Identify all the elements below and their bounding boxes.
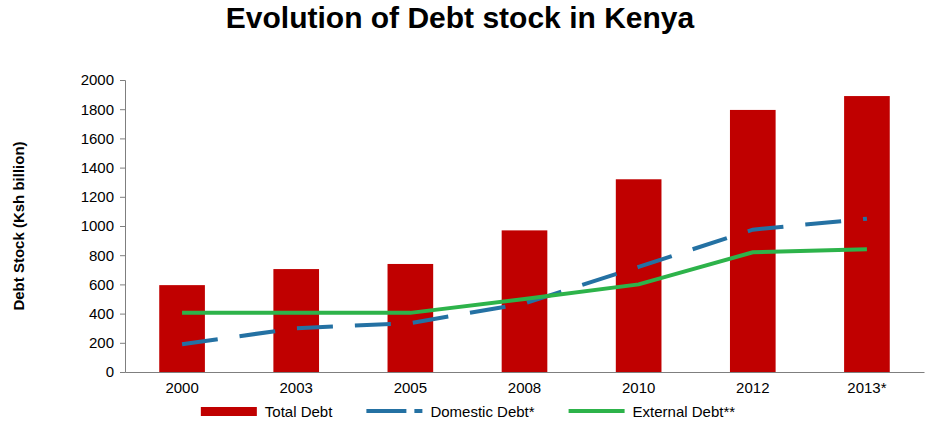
y-tick-mark [120,168,125,169]
legend-item: Domestic Debt* [366,403,534,420]
y-tick: 1000 [81,217,125,234]
y-tick-mark [120,372,125,373]
y-axis-line [120,81,126,373]
x-tick: 2010 [622,372,655,396]
y-tick: 1600 [81,130,125,147]
y-tick: 800 [89,247,125,264]
y-tick-label: 1600 [81,130,114,147]
x-tick-label: 2012 [736,379,769,396]
bar [730,110,776,372]
y-tick-label: 600 [89,276,114,293]
line [182,249,867,313]
bar [273,269,319,372]
legend-swatch [366,409,422,413]
y-tick: 600 [89,276,125,293]
legend-label: Total Debt [265,403,333,420]
legend-item: External Debt** [569,403,736,420]
x-tick-label: 2000 [165,379,198,396]
line [182,219,867,345]
y-tick: 1800 [81,101,125,118]
y-tick-mark [120,197,125,198]
x-tick-label: 2010 [622,379,655,396]
y-tick-mark [120,255,125,256]
legend-item: Total Debt [201,403,333,420]
x-tick: 2008 [508,372,541,396]
x-tick-label: 2008 [508,379,541,396]
chart: Evolution of Debt stock in Kenya 0 200 400 6… [0,0,936,427]
title: Evolution of Debt stock in Kenya [226,1,695,34]
x-tick: 2005 [394,372,427,396]
y-tick: 200 [89,334,125,351]
y-tick-label: 400 [89,305,114,322]
y-tick-label: 800 [89,247,114,264]
marks [159,96,890,372]
y-tick-mark [120,226,125,227]
bar [159,285,205,372]
y-tick-label: 200 [89,334,114,351]
y-tick-label: 0 [106,363,114,380]
plot: 0200400600800100012001400160018002000200… [81,71,925,395]
y-tick: 2000 [81,71,125,88]
x-tick-label: 2003 [280,379,313,396]
x-tick: 2012 [736,372,769,396]
y-tick-mark [120,109,125,110]
y-tick: 1400 [81,159,125,176]
legend-swatch [569,409,625,413]
y-tick-mark [120,314,125,315]
legend-label: External Debt** [633,403,736,420]
y-tick: 400 [89,305,125,322]
legend-swatch [201,407,257,416]
y-tick-label: 1400 [81,159,114,176]
y-tick-label: 1800 [81,101,114,118]
y-axis: 0 200 400 600 800 1000 1200 1400 1600 1800 2000 [81,71,126,380]
legend-label: Domestic Debt* [430,403,534,420]
x-axis: 2000 2003 2005 2008 2010 2012 2013* [126,372,925,396]
bar [388,264,434,372]
y-tick-label: 1000 [81,217,114,234]
y-tick: 0 [106,363,125,380]
bar [616,179,662,372]
bar [844,96,890,372]
title-line: Evolution of Debt stock in Kenya [226,1,695,34]
y-tick-mark [120,343,125,344]
y-tick-label: 2000 [81,71,114,88]
bar-series [159,96,890,372]
y-axis-title: Debt Stock (Ksh billion) [10,141,27,310]
legend: Total Debt Domestic Debt* External Debt** [201,403,735,420]
x-tick: 2003 [280,372,313,396]
y-tick-mark [120,284,125,285]
y-tick-mark [120,138,125,139]
x-axis-line [126,372,925,373]
y-tick-label: 1200 [81,188,114,205]
y-tick: 1200 [81,188,125,205]
x-tick-label: 2005 [394,379,427,396]
x-tick-label: 2013* [847,379,886,396]
x-tick: 2013* [847,372,886,396]
x-tick: 2000 [165,372,198,396]
y-tick-mark [120,80,125,81]
